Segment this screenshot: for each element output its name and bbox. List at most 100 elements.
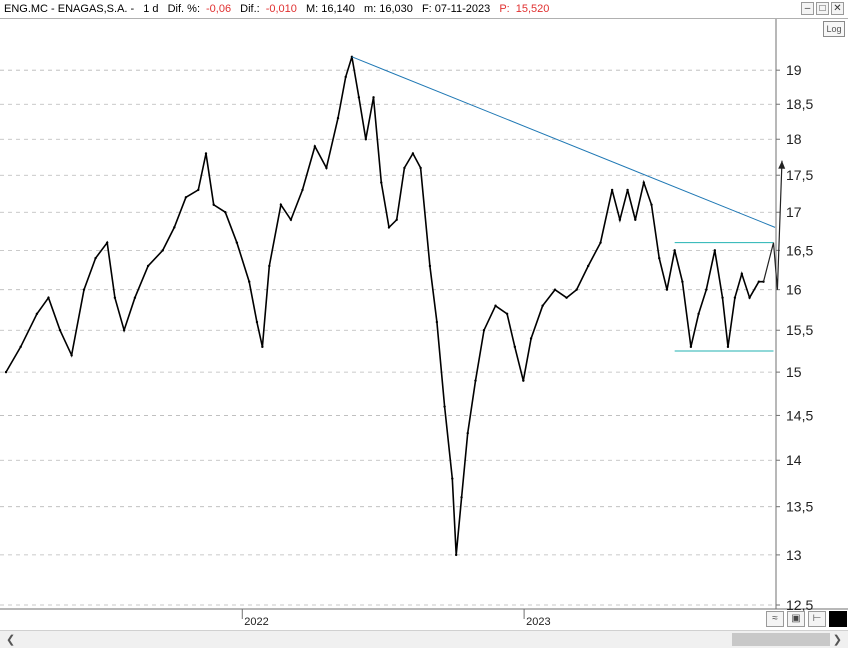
price-point (161, 249, 164, 252)
x-tick-label: 2022 (244, 616, 268, 628)
price-series-line (5, 56, 764, 555)
price-point (522, 379, 525, 382)
price-point (197, 188, 200, 192)
window-buttons: – □ ✕ (801, 2, 844, 15)
price-point (505, 312, 509, 316)
price-point (35, 312, 39, 316)
price-point (372, 96, 375, 99)
dif-value: -0,010 (265, 3, 297, 15)
price-point (466, 431, 469, 435)
indicator-icon[interactable]: ≈ (766, 611, 784, 627)
color-swatch-icon[interactable] (829, 611, 847, 627)
price-point (82, 288, 86, 291)
price-point (113, 296, 117, 299)
maximize-icon[interactable]: □ (816, 2, 829, 15)
price-point (419, 166, 422, 170)
price-point (575, 288, 578, 291)
price-point (474, 379, 477, 382)
price-point (726, 345, 730, 349)
price-point (212, 203, 215, 206)
symbol-label: ENG.MC - ENAGAS,S.A. - (4, 3, 135, 15)
price-point (634, 218, 637, 221)
y-tick-label: 12,5 (786, 597, 813, 613)
price-point (451, 477, 454, 480)
horizontal-scrollbar[interactable]: ❮ ❯ (0, 630, 848, 648)
y-tick-label: 14,5 (786, 407, 813, 423)
price-point (610, 188, 614, 192)
y-tick-label: 16 (786, 282, 802, 298)
price-point (47, 296, 50, 299)
price-point (740, 272, 744, 276)
price-point (261, 345, 264, 349)
price-point (460, 496, 463, 499)
price-point (105, 241, 109, 244)
price-point (757, 280, 761, 283)
price-point (122, 329, 126, 332)
minimize-icon[interactable]: – (801, 2, 814, 15)
save-icon[interactable]: ▣ (787, 611, 805, 627)
y-tick-label: 19 (786, 62, 802, 78)
price-point (395, 218, 398, 221)
price-series-points (4, 55, 765, 557)
price-point (529, 337, 533, 340)
price-point (689, 345, 693, 349)
y-tick-label: 13,5 (786, 499, 813, 515)
x-tick-label: 2023 (526, 616, 550, 628)
y-tick-label: 13 (786, 547, 802, 563)
max-label: M: 16,140 (305, 3, 355, 15)
min-label: m: 16,030 (363, 3, 413, 15)
price-point (626, 188, 629, 192)
price-point (173, 226, 176, 229)
price-point (428, 264, 432, 268)
price-point (482, 329, 486, 332)
y-tick-label: 15 (786, 364, 802, 380)
y-tick-label: 18,5 (786, 96, 813, 112)
price-point (58, 329, 62, 332)
price-point (411, 152, 415, 155)
price-label: P: (499, 3, 510, 15)
price-chart[interactable]: 19 18,5 18 17,5 17 16,5 16 15,5 15 14,5 14 13,5 13 12… (0, 19, 848, 630)
price-point (454, 553, 458, 557)
chart-toolbar: ≈ ▣ ⊢ (766, 611, 847, 627)
price-point (325, 166, 328, 170)
price-point (586, 264, 590, 268)
period-label: 1 d (143, 3, 159, 15)
price-point (748, 296, 751, 299)
price-point (403, 166, 406, 170)
x-axis: 2022 2023 (241, 609, 551, 628)
price-point (146, 264, 150, 268)
y-tick-label: 17,5 (786, 167, 813, 183)
price-point (357, 96, 361, 99)
dif-label: Dif.: (240, 3, 260, 15)
price-point (301, 188, 304, 192)
price-point (618, 218, 622, 221)
price-point (336, 116, 340, 120)
price-point (380, 181, 383, 184)
dif-pct-value: -0,06 (206, 3, 232, 15)
price-point (435, 320, 439, 324)
price-point (705, 288, 708, 291)
price-point (313, 145, 317, 148)
price-point (553, 288, 557, 291)
chevron-right-icon[interactable]: ❯ (832, 634, 842, 646)
log-scale-button[interactable]: Log (823, 21, 845, 37)
price-point (513, 345, 517, 349)
pin-icon[interactable]: ⊢ (808, 611, 826, 627)
price-point (658, 256, 661, 260)
grid-lines (0, 69, 776, 606)
price-point (255, 320, 259, 324)
date-label: F: 07-11-2023 (421, 3, 491, 15)
chevron-left-icon[interactable]: ❮ (6, 634, 16, 646)
close-icon[interactable]: ✕ (831, 2, 844, 15)
price-value: 15,520 (515, 3, 550, 15)
price-point (344, 75, 347, 79)
price-point (565, 296, 568, 299)
y-tick-label: 15,5 (786, 322, 813, 338)
price-point (443, 405, 446, 408)
price-point (681, 280, 684, 283)
price-point (235, 241, 239, 244)
price-point (494, 304, 497, 307)
price-point (4, 370, 8, 374)
y-tick-label: 16,5 (786, 242, 813, 258)
scrollbar-thumb[interactable] (732, 633, 830, 646)
